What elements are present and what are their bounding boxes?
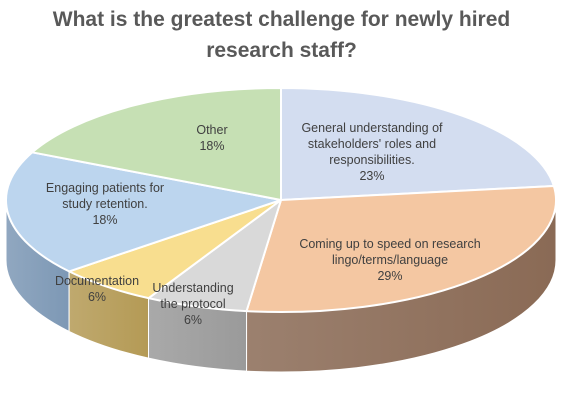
slice-label: Coming up to speed on research lingo/term… <box>299 237 480 283</box>
slice-category-label: Coming up to speed on research <box>299 237 480 251</box>
slice-value-label: 6% <box>184 313 202 327</box>
slice-category-label: Documentation <box>55 274 139 288</box>
chart-title-line-2: research staff? <box>206 39 357 62</box>
slice-category-label: responsibilities. <box>329 153 414 167</box>
slice-value-label: 23% <box>359 169 384 183</box>
slice-category-label: Understanding <box>152 281 233 295</box>
slice-category-label: study retention. <box>62 197 147 211</box>
slice-value-label: 29% <box>377 269 402 283</box>
pie-slice <box>31 87 282 201</box>
slice-label: Documentation 6% <box>55 274 139 304</box>
slice-category-label: stakeholders' roles and <box>308 137 436 151</box>
slice-category-label: Other <box>196 123 227 137</box>
slice-category-label: Engaging patients for <box>46 181 164 195</box>
slice-label: Other 18% <box>196 123 227 153</box>
slice-value-label: 6% <box>88 290 106 304</box>
pie-slice <box>5 151 282 273</box>
slice-label: General understanding of stakeholders' ro… <box>301 121 443 183</box>
slice-label: Understanding the protocol 6% <box>152 281 233 327</box>
slice-category-label: the protocol <box>160 297 225 311</box>
slice-value-label: 18% <box>92 213 117 227</box>
pie-slice <box>245 184 557 313</box>
chart-title-line-1: What is the greatest challenge for newly… <box>52 8 511 31</box>
pie-slice <box>280 87 555 201</box>
slice-category-label: General understanding of <box>301 121 443 135</box>
slice-value-label: 18% <box>199 139 224 153</box>
chart-title: What is the greatest challenge for newly… <box>0 4 563 66</box>
slice-label: Engaging patients for study retention. 18% <box>46 181 164 227</box>
slice-category-label: lingo/terms/language <box>332 253 448 267</box>
